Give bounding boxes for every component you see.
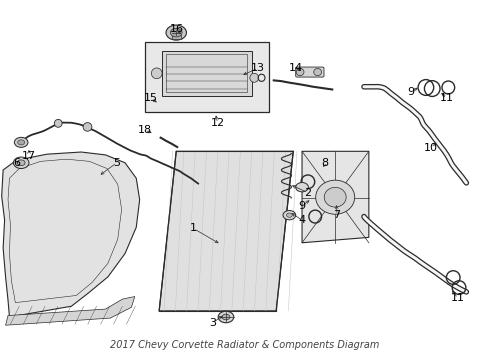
Text: 2: 2: [304, 188, 311, 198]
Text: 9: 9: [407, 87, 414, 97]
Ellipse shape: [324, 187, 346, 207]
Bar: [144, 42, 268, 112]
FancyBboxPatch shape: [295, 67, 324, 77]
Circle shape: [286, 213, 292, 217]
Text: 18: 18: [137, 125, 151, 135]
Text: 1: 1: [189, 224, 196, 233]
Ellipse shape: [249, 73, 258, 82]
Circle shape: [170, 28, 182, 37]
Circle shape: [17, 160, 25, 166]
Ellipse shape: [54, 120, 62, 127]
Text: 4: 4: [298, 215, 305, 225]
Bar: [161, 51, 251, 96]
Ellipse shape: [313, 68, 321, 76]
Text: 14: 14: [288, 63, 302, 73]
Text: 11: 11: [450, 293, 464, 303]
Bar: [166, 54, 246, 92]
Polygon shape: [5, 297, 135, 325]
Bar: [171, 36, 180, 39]
Text: 8: 8: [321, 158, 328, 168]
Text: 12: 12: [210, 118, 224, 128]
Text: 7: 7: [333, 210, 340, 220]
Polygon shape: [302, 151, 368, 243]
Text: 9: 9: [298, 201, 305, 211]
Text: 10: 10: [423, 143, 437, 153]
Text: 17: 17: [22, 150, 36, 161]
Text: 6: 6: [13, 158, 20, 168]
Circle shape: [295, 183, 308, 192]
Text: 11: 11: [439, 93, 453, 103]
Ellipse shape: [151, 68, 162, 79]
Circle shape: [18, 140, 24, 145]
Ellipse shape: [296, 68, 304, 76]
Text: 13: 13: [251, 63, 264, 73]
Text: 3: 3: [209, 318, 216, 328]
Text: 15: 15: [143, 93, 158, 103]
Polygon shape: [159, 151, 293, 311]
Circle shape: [13, 157, 29, 168]
Circle shape: [283, 211, 295, 220]
Circle shape: [14, 137, 28, 147]
Circle shape: [222, 314, 229, 320]
Text: 16: 16: [170, 24, 184, 34]
Circle shape: [218, 311, 233, 323]
Ellipse shape: [83, 123, 92, 131]
Polygon shape: [1, 152, 140, 317]
Text: 2017 Chevy Corvette Radiator & Components Diagram: 2017 Chevy Corvette Radiator & Component…: [110, 340, 378, 350]
Text: 5: 5: [113, 158, 120, 168]
Circle shape: [165, 25, 186, 40]
Ellipse shape: [315, 180, 354, 214]
